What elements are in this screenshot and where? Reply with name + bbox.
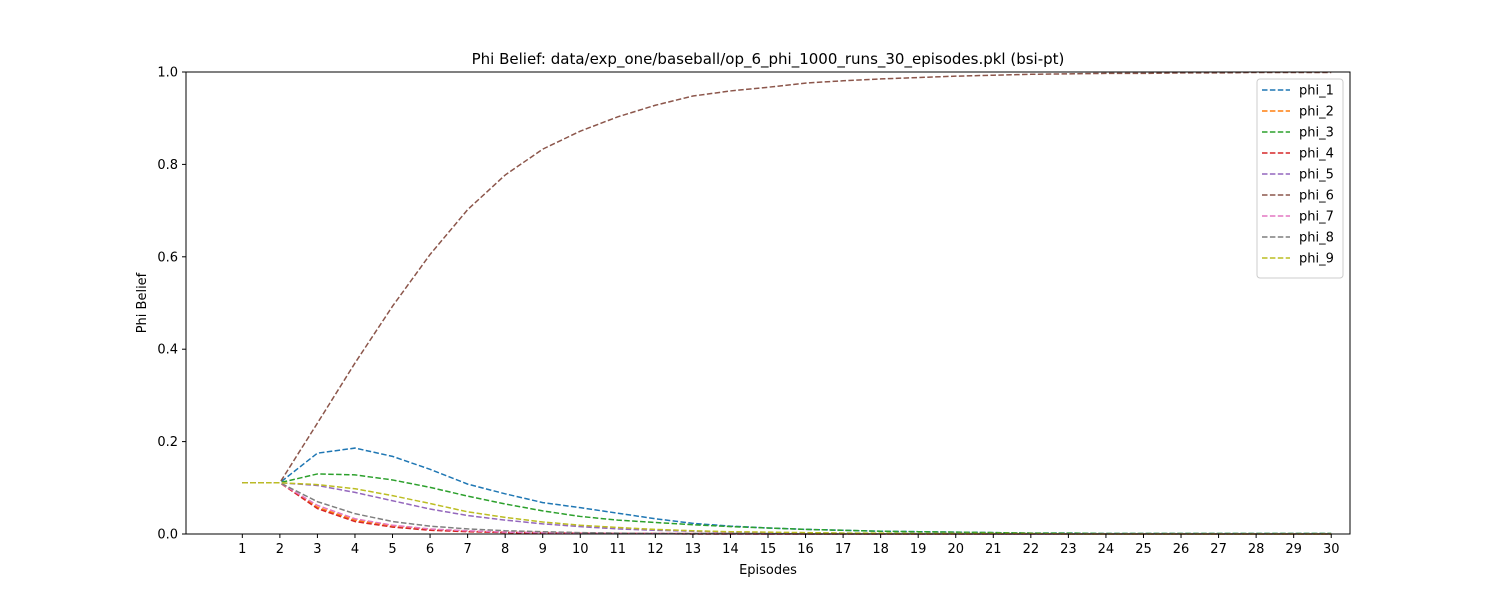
x-tick-label: 11 [610, 542, 627, 557]
x-tick-label: 26 [1173, 542, 1190, 557]
x-tick-label: 21 [985, 542, 1002, 557]
x-tick-label: 22 [1023, 542, 1040, 557]
x-tick-label: 19 [910, 542, 927, 557]
y-tick-label: 0.8 [157, 158, 178, 173]
x-axis-label: Episodes [739, 563, 797, 578]
x-tick-label: 28 [1248, 542, 1265, 557]
y-axis-ticks: 0.0 0.2 0.4 0.6 0.8 1.0 [157, 66, 186, 543]
legend-label: phi_3 [1299, 126, 1334, 141]
x-tick-label: 6 [426, 542, 434, 557]
x-tick-label: 23 [1060, 542, 1077, 557]
y-tick-label: 0.6 [157, 250, 178, 265]
legend-box [1256, 78, 1344, 279]
x-tick-label: 7 [463, 542, 471, 557]
x-tick-label: 27 [1210, 542, 1227, 557]
legend-label: phi_6 [1299, 189, 1334, 204]
x-tick-label: 13 [685, 542, 702, 557]
x-tick-label: 25 [1135, 542, 1152, 557]
x-tick-label: 18 [872, 542, 889, 557]
x-tick-label: 14 [722, 542, 739, 557]
x-axis-ticks: 1 2 3 4 5 6 7 8 9 10 11 12 13 14 15 16 17 18 19 20 21 22 23 24 2… [238, 534, 1339, 557]
y-tick-label: 0.4 [157, 343, 178, 358]
series-line-phi-6 [242, 71, 1332, 484]
x-tick-label: 15 [760, 542, 777, 557]
legend: phi_1 phi_2 phi_3 phi_4 phi_5 phi_6 phi_7 phi_8… [1256, 78, 1344, 279]
x-tick-label: 12 [647, 542, 664, 557]
x-tick-label: 9 [539, 542, 547, 557]
x-tick-label: 29 [1285, 542, 1302, 557]
y-axis-label: Phi Belief [135, 272, 150, 333]
x-tick-label: 30 [1323, 542, 1340, 557]
x-tick-label: 2 [276, 542, 284, 557]
x-tick-label: 3 [313, 542, 321, 557]
x-tick-label: 8 [501, 542, 509, 557]
legend-label: phi_4 [1299, 147, 1334, 162]
y-tick-label: 0.2 [157, 435, 178, 450]
legend-label: phi_2 [1299, 105, 1334, 120]
x-tick-label: 1 [238, 542, 246, 557]
x-tick-label: 10 [572, 542, 589, 557]
legend-label: phi_7 [1299, 210, 1334, 225]
legend-label: phi_9 [1299, 252, 1334, 267]
x-tick-label: 4 [351, 542, 359, 557]
x-tick-label: 20 [947, 542, 964, 557]
y-tick-label: 1.0 [157, 66, 178, 81]
y-tick-label: 0.0 [157, 528, 178, 543]
legend-label: phi_8 [1299, 231, 1334, 246]
legend-label: phi_5 [1299, 168, 1334, 183]
legend-label: phi_1 [1299, 84, 1334, 99]
x-tick-label: 16 [797, 542, 814, 557]
x-tick-label: 5 [388, 542, 396, 557]
x-tick-label: 24 [1098, 542, 1115, 557]
chart-title: Phi Belief: data/exp_one/baseball/op_6_p… [472, 50, 1065, 69]
x-tick-label: 17 [835, 542, 852, 557]
